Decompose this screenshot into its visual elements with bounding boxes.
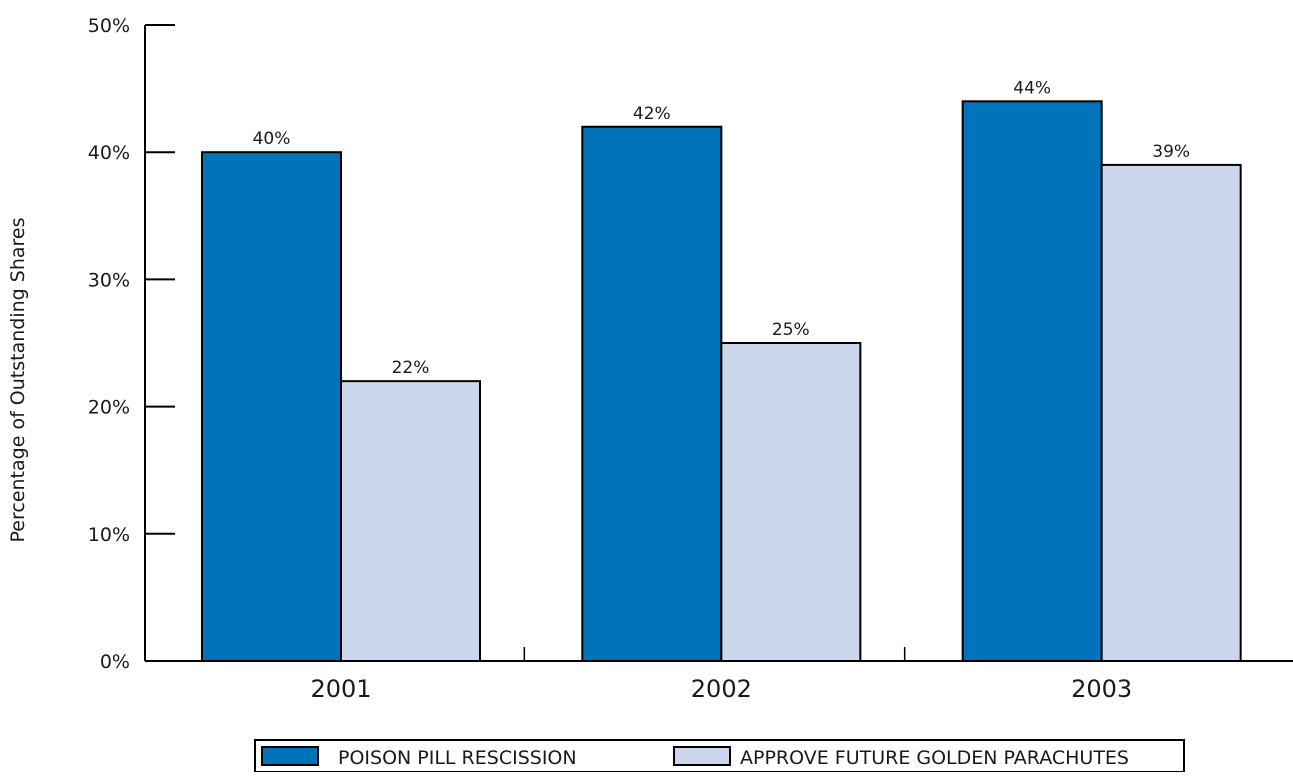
y-tick-label: 10% bbox=[88, 524, 130, 546]
x-category-label: 2003 bbox=[1071, 675, 1132, 703]
bar-value-label: 44% bbox=[1013, 78, 1051, 98]
bar-value-label: 25% bbox=[772, 320, 810, 340]
bar bbox=[1100, 163, 1242, 662]
bar-value-label: 42% bbox=[633, 104, 671, 124]
bar bbox=[340, 380, 481, 662]
bar-value-label: 40% bbox=[253, 129, 291, 149]
legend-label-poison-pill: POISON PILL RESCISSION bbox=[338, 747, 577, 769]
data-labels: 40% 22% 42% 25% 44% 39% bbox=[253, 78, 1190, 378]
bars bbox=[201, 100, 1242, 662]
bar bbox=[581, 125, 723, 662]
bar-value-label: 39% bbox=[1152, 142, 1190, 162]
x-category-label: 2001 bbox=[310, 675, 371, 703]
bar bbox=[720, 342, 862, 662]
legend-label-golden-parachutes: APPROVE FUTURE GOLDEN PARACHUTES bbox=[740, 747, 1129, 769]
bar bbox=[961, 100, 1103, 662]
legend: POISON PILL RESCISSION APPROVE FUTURE GO… bbox=[254, 739, 1185, 773]
y-tick-label: 0% bbox=[100, 651, 130, 673]
y-tick-label: 50% bbox=[88, 15, 130, 37]
y-tick-label: 40% bbox=[88, 142, 130, 164]
x-category-label: 2002 bbox=[691, 675, 752, 703]
bar-value-label: 22% bbox=[392, 358, 430, 378]
legend-swatch-golden-parachutes bbox=[673, 746, 731, 766]
y-tick-label: 30% bbox=[88, 269, 130, 291]
y-tick-label: 20% bbox=[88, 397, 130, 419]
y-axis-title: Percentage of Outstanding Shares bbox=[7, 218, 29, 543]
bar bbox=[201, 151, 342, 662]
legend-swatch-poison-pill bbox=[261, 746, 319, 766]
